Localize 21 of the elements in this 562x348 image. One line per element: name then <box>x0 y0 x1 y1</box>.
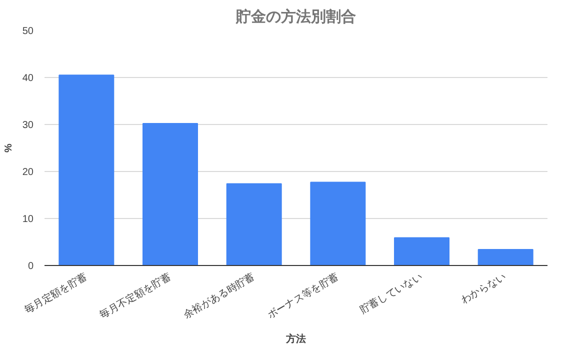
x-tick-label: ボーナス等を貯蓄 <box>265 270 341 322</box>
x-axis-title: 方法 <box>285 333 306 346</box>
bar <box>226 183 282 266</box>
y-tick-label: 50 <box>22 26 34 37</box>
y-tick-label: 40 <box>22 73 34 84</box>
bar <box>142 123 198 266</box>
y-axis-title: % <box>3 143 14 152</box>
y-tick-label: 20 <box>22 167 34 178</box>
x-tick-label: 余裕がある時貯蓄 <box>182 270 257 322</box>
x-tick-label: 毎月不定額を貯蓄 <box>98 270 173 322</box>
bar <box>478 249 534 266</box>
bar <box>394 237 450 266</box>
x-tick-label: 貯蓄していない <box>358 270 424 316</box>
x-tick-label: 毎月定額を貯蓄 <box>22 270 90 316</box>
bar <box>58 74 114 266</box>
y-tick-label: 10 <box>22 214 34 225</box>
x-tick-label: わからない <box>460 272 508 306</box>
y-tick-label: 30 <box>22 120 34 131</box>
y-tick-label: 0 <box>28 261 34 272</box>
chart-title: 貯金の方法別割合 <box>235 8 356 26</box>
bar <box>310 182 366 266</box>
